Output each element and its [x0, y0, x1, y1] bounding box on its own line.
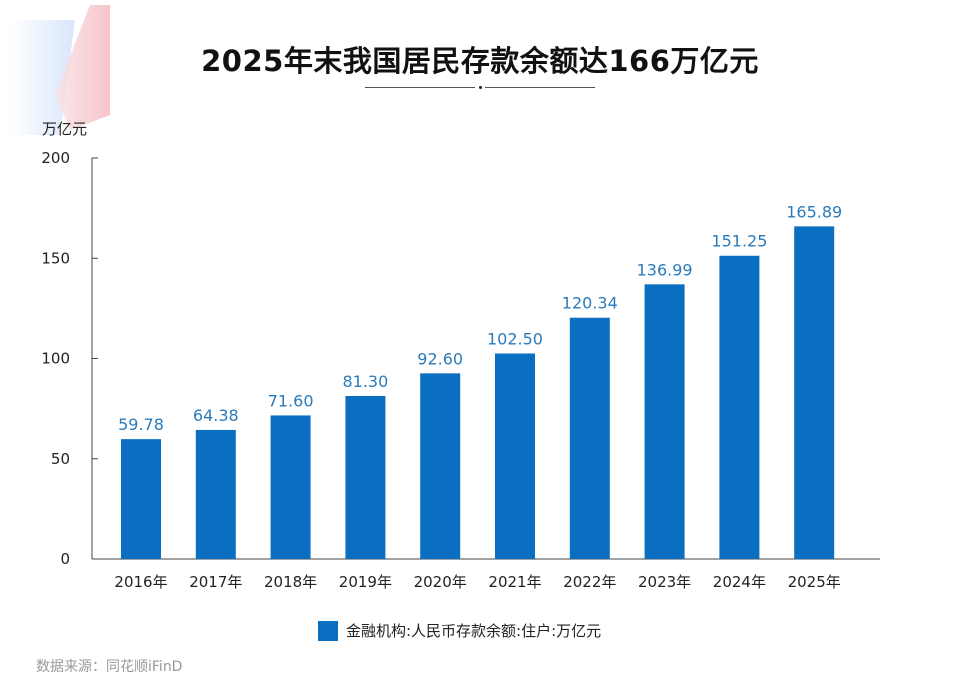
- corner-decoration: [10, 5, 110, 135]
- data-label: 59.78: [118, 415, 164, 434]
- y-tick-label: 100: [41, 350, 70, 368]
- y-tick-label: 200: [41, 149, 70, 167]
- data-label: 71.60: [268, 391, 314, 410]
- y-tick-label: 0: [60, 550, 70, 568]
- data-label: 151.25: [711, 232, 767, 251]
- bar-2022年: [569, 317, 610, 559]
- data-label: 165.89: [786, 202, 842, 221]
- y-tick-label: 50: [51, 450, 70, 468]
- x-tick-label: 2021年: [488, 573, 541, 591]
- bar-2019年: [345, 395, 386, 559]
- bar-2021年: [495, 353, 535, 559]
- legend: 金融机构:人民币存款余额:住户:万亿元: [318, 620, 601, 641]
- x-tick-label: 2018年: [264, 573, 317, 591]
- x-tick-label: 2022年: [563, 573, 616, 591]
- y-axis-unit: 万亿元: [42, 120, 88, 138]
- data-source: 数据来源：同花顺iFinD: [36, 659, 183, 675]
- bar-2023年: [644, 284, 685, 559]
- data-label: 92.60: [417, 349, 463, 368]
- bar-2017年: [195, 429, 236, 559]
- bar-2025年: [794, 226, 835, 559]
- bar-2020年: [420, 373, 461, 559]
- bar-2016年: [121, 439, 161, 559]
- data-label: 64.38: [193, 406, 239, 425]
- x-tick-label: 2024年: [713, 573, 766, 591]
- x-tick-label: 2016年: [114, 573, 167, 591]
- title-divider: [365, 86, 595, 89]
- x-tick-label: 2019年: [339, 573, 392, 591]
- x-tick-label: 2023年: [638, 573, 691, 591]
- legend-swatch: [318, 620, 338, 641]
- data-label: 81.30: [342, 372, 388, 391]
- x-tick-label: 2020年: [414, 573, 467, 591]
- x-tick-label: 2025年: [788, 573, 841, 591]
- x-tick-label: 2017年: [189, 573, 242, 591]
- data-label: 136.99: [637, 260, 693, 279]
- data-label: 102.50: [487, 329, 543, 348]
- legend-label: 金融机构:人民币存款余额:住户:万亿元: [346, 622, 602, 640]
- data-label: 120.34: [562, 294, 618, 313]
- chart-title: 2025年末我国居民存款余额达166万亿元: [201, 44, 759, 78]
- bar-2018年: [270, 415, 311, 559]
- y-tick-label: 150: [41, 249, 70, 267]
- bar-2024年: [719, 255, 760, 559]
